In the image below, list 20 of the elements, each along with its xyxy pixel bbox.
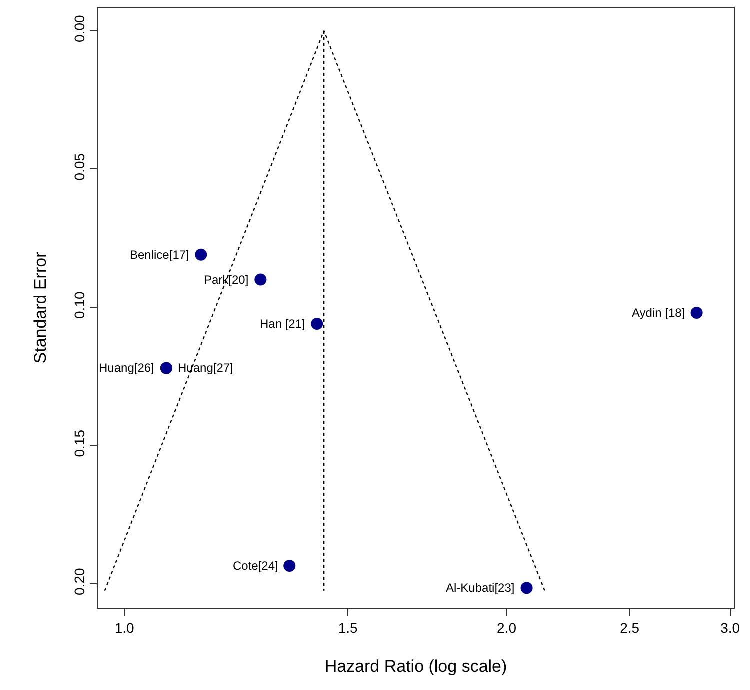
annotation: Cote[24] (233, 559, 278, 573)
annotation: Park[20] (204, 273, 249, 287)
y-tick-label: 0.00 (71, 15, 88, 42)
x-tick-label: 2.0 (497, 620, 517, 636)
annotation: Al-Kubati[23] (446, 581, 515, 595)
y-tick-label: 0.15 (71, 430, 88, 458)
annotation: Huang[27] (178, 361, 234, 375)
y-axis-title: Standard Error (30, 252, 50, 364)
annotation: Huang[26] (99, 361, 154, 375)
x-tick-label: 1.0 (114, 620, 134, 636)
annotation: Han [21] (260, 317, 306, 331)
y-tick-label: 0.05 (71, 153, 88, 181)
y-tick-label: 0.20 (71, 568, 88, 596)
annotation: Benlice[17] (130, 248, 190, 262)
annotation: Aydin [18] (632, 306, 686, 320)
x-tick-label: 2.5 (620, 620, 640, 636)
y-tick-label: 0.10 (71, 292, 88, 319)
x-axis-title: Hazard Ratio (log scale) (324, 657, 508, 676)
x-tick-label: 1.5 (338, 620, 358, 636)
x-tick-label: 3.0 (720, 620, 740, 636)
